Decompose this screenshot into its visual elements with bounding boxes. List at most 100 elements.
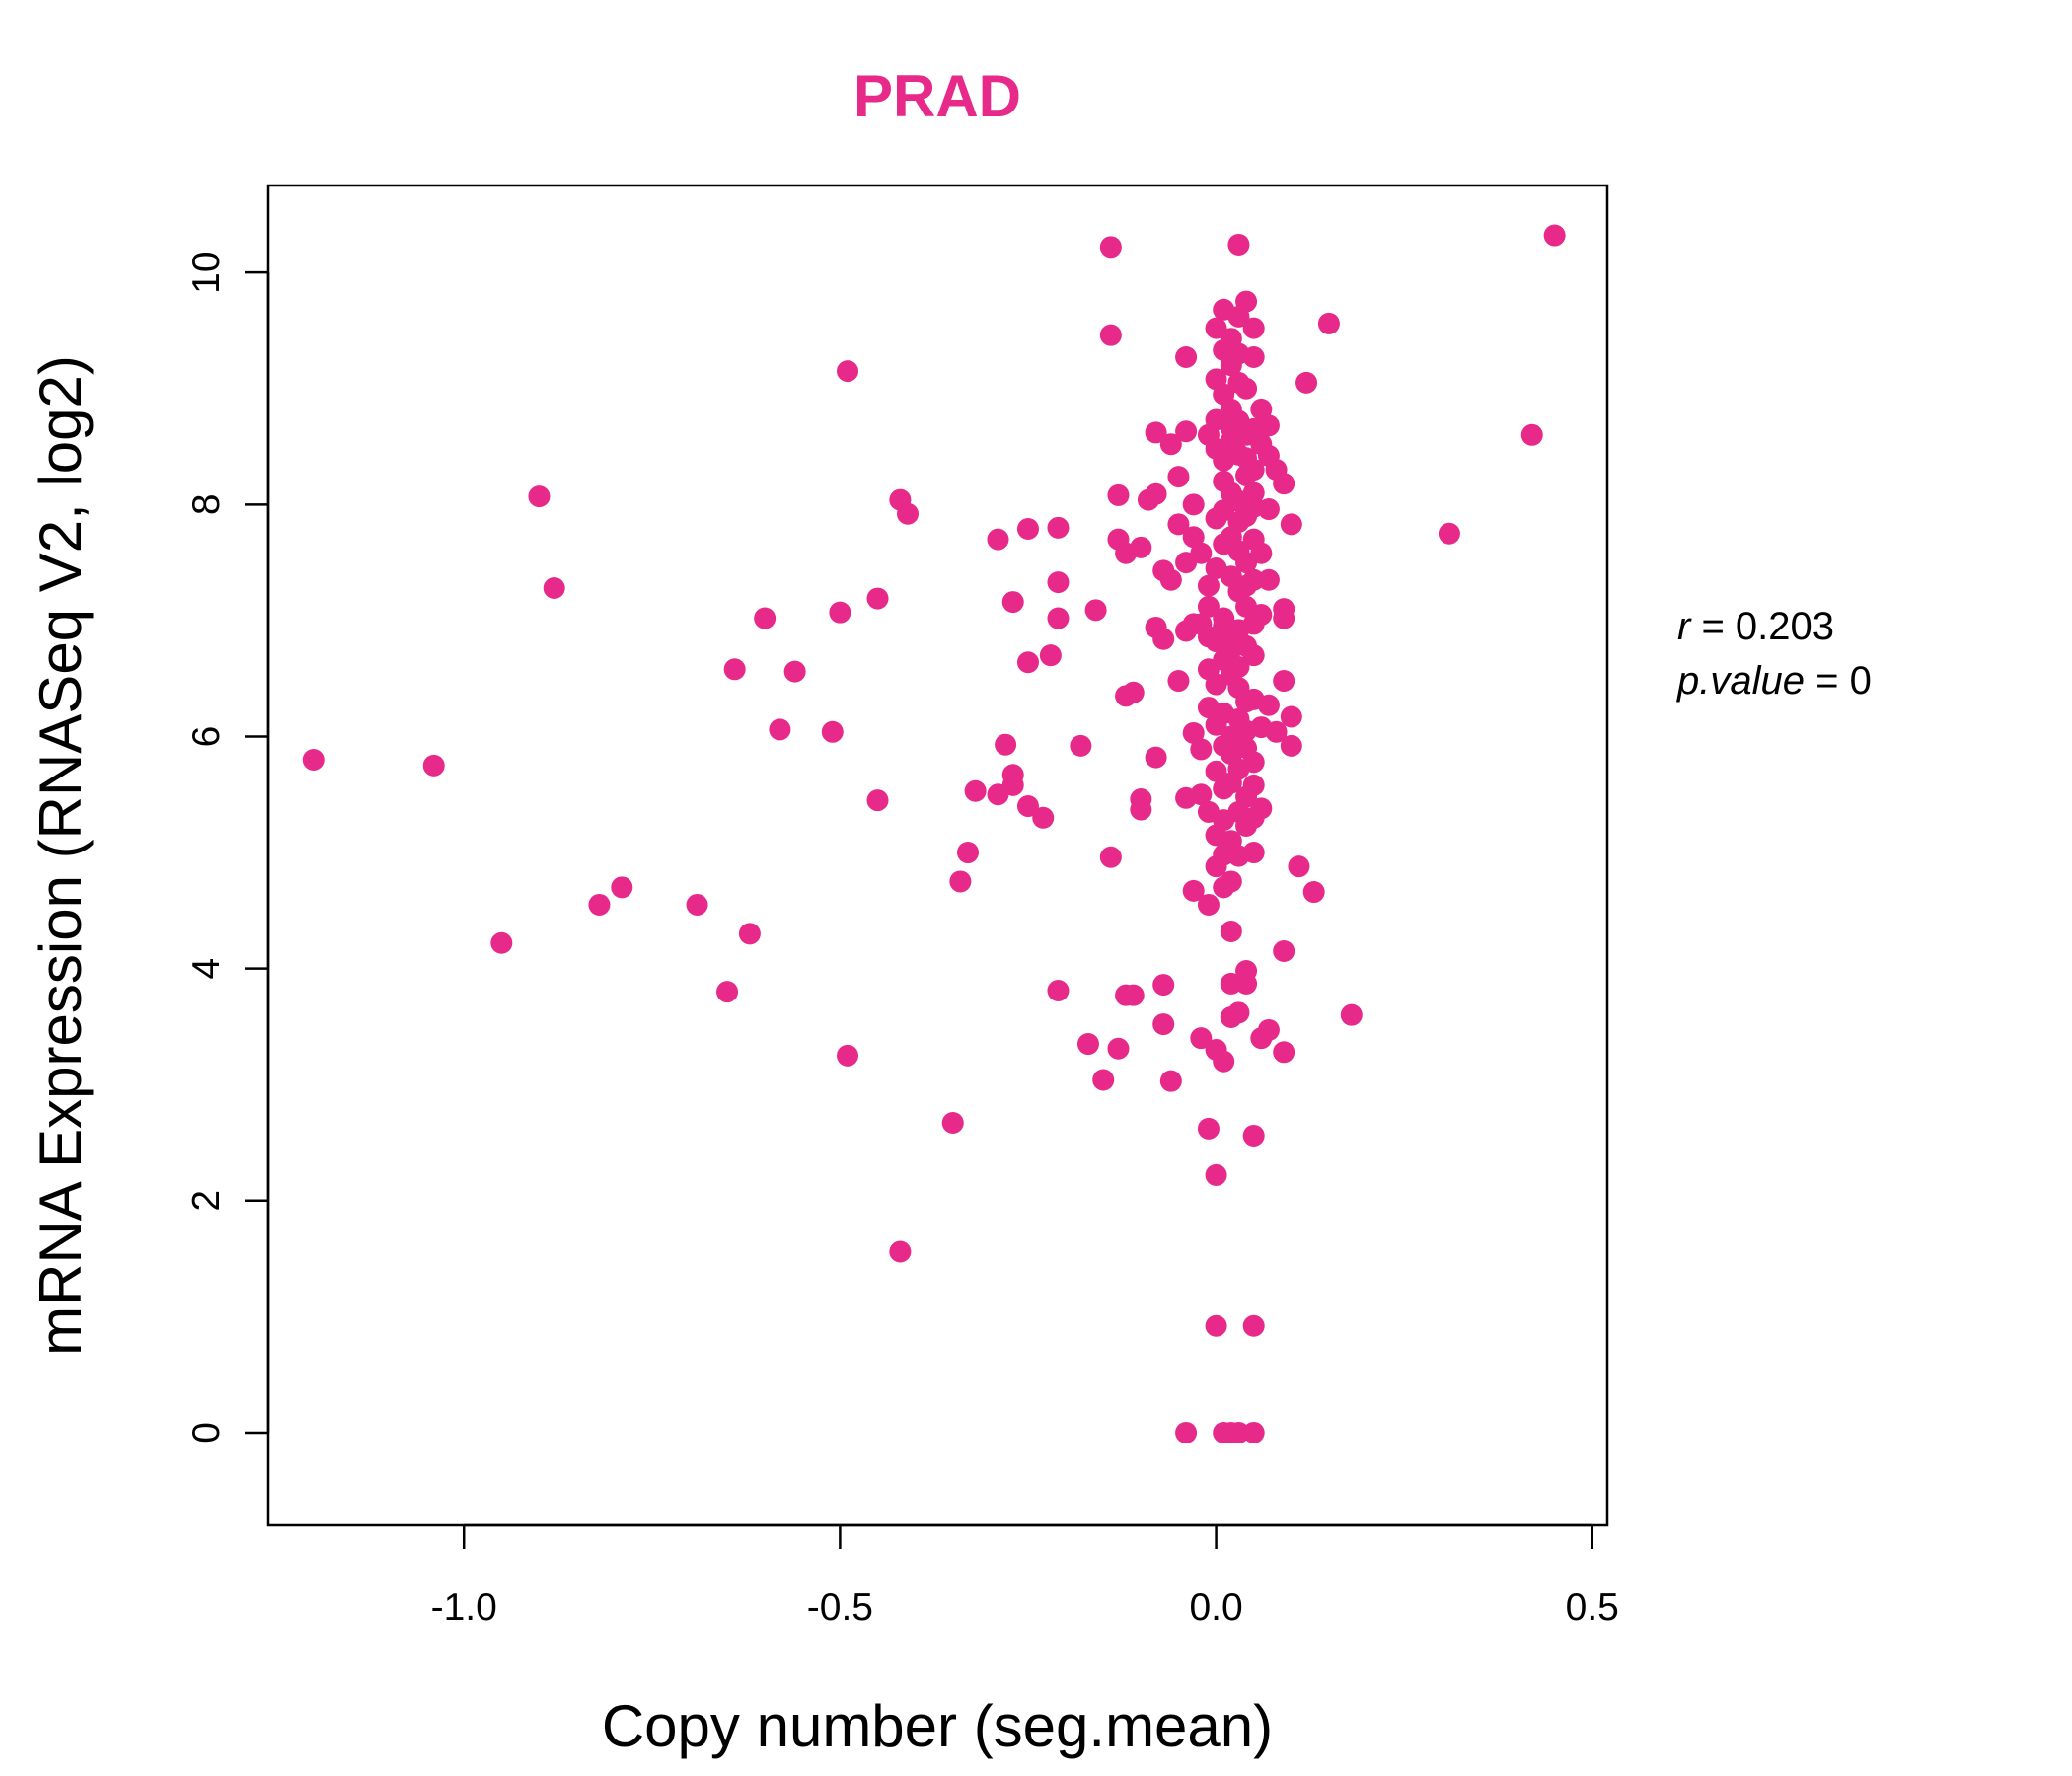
data-point <box>1152 1013 1175 1036</box>
data-point <box>995 733 1017 756</box>
correlation-annotation: r = 0.203 <box>1677 605 1834 648</box>
data-point <box>1175 1421 1198 1443</box>
data-point <box>949 870 972 893</box>
y-tick-label: 8 <box>185 493 228 515</box>
chart-title: PRAD <box>853 63 1021 129</box>
data-point <box>1167 513 1190 536</box>
data-point <box>1092 1069 1115 1091</box>
data-point <box>1257 414 1280 437</box>
data-point <box>1205 1163 1227 1186</box>
data-point <box>1032 806 1055 829</box>
data-point <box>1317 312 1340 334</box>
data-point <box>837 360 859 383</box>
data-point <box>1182 526 1205 549</box>
data-point <box>1182 721 1205 744</box>
data-point <box>1250 797 1273 820</box>
data-point <box>1175 346 1198 369</box>
data-point <box>611 876 633 899</box>
data-point <box>1145 482 1167 505</box>
data-point <box>1273 1041 1295 1064</box>
data-point <box>754 607 777 629</box>
data-point <box>1273 473 1295 495</box>
data-point <box>1122 681 1145 703</box>
data-point <box>1250 398 1273 420</box>
data-point <box>1197 1117 1220 1140</box>
data-point <box>1242 774 1265 796</box>
data-point <box>1016 795 1039 818</box>
data-point <box>1047 979 1070 1001</box>
data-point <box>1159 1070 1182 1092</box>
data-point <box>1235 972 1258 995</box>
data-point <box>1167 466 1190 488</box>
data-point <box>1084 599 1107 622</box>
p-value-annotation: p.value = 0 <box>1676 659 1872 703</box>
data-point <box>422 754 445 777</box>
data-point <box>1107 483 1130 506</box>
data-point <box>866 587 889 610</box>
data-point <box>1107 1037 1130 1060</box>
data-point <box>1543 224 1566 247</box>
data-point <box>543 576 565 599</box>
data-point <box>1167 670 1190 693</box>
data-point <box>1273 607 1295 629</box>
data-point <box>1273 940 1295 962</box>
data-point <box>1145 421 1167 444</box>
data-point <box>889 1240 912 1263</box>
data-point <box>1235 290 1258 313</box>
r-equals: = <box>1690 605 1736 648</box>
data-point <box>987 528 1009 551</box>
data-point <box>1288 855 1310 878</box>
data-point <box>1197 893 1220 916</box>
data-point <box>588 893 611 916</box>
data-point <box>1340 1003 1363 1026</box>
data-point <box>1227 233 1250 256</box>
r-value: 0.203 <box>1736 605 1834 648</box>
data-point <box>1242 1421 1265 1443</box>
data-point <box>1257 568 1280 591</box>
y-tick-label: 0 <box>185 1422 228 1443</box>
data-point <box>490 931 513 954</box>
data-point <box>1302 881 1325 904</box>
data-point <box>769 718 791 741</box>
data-point <box>528 485 551 508</box>
data-point <box>1182 493 1205 516</box>
data-point <box>1242 346 1265 369</box>
data-point <box>1197 574 1220 597</box>
data-point <box>1001 591 1024 614</box>
data-point <box>1242 1314 1265 1337</box>
data-point <box>964 779 987 802</box>
data-points <box>302 224 1566 1443</box>
data-point <box>1197 595 1220 618</box>
data-point <box>1152 974 1175 997</box>
data-point <box>723 658 746 681</box>
data-point <box>1242 644 1265 667</box>
x-tick-label: -1.0 <box>431 1587 497 1629</box>
data-point <box>866 789 889 812</box>
y-tick-label: 6 <box>185 726 228 748</box>
x-axis: -1.0 -0.5 0.0 0.5 <box>431 1523 1619 1629</box>
data-point <box>1242 568 1265 591</box>
data-point <box>1145 746 1167 769</box>
data-point <box>1190 1027 1213 1050</box>
data-point <box>1220 870 1242 893</box>
data-point <box>1438 522 1460 545</box>
x-tick-label: 0.0 <box>1189 1587 1242 1629</box>
data-point <box>1190 542 1213 564</box>
data-point <box>1130 798 1152 821</box>
data-point <box>1190 783 1213 806</box>
data-point <box>1280 513 1302 536</box>
data-point <box>1130 536 1152 558</box>
data-point <box>1213 1050 1235 1073</box>
data-point <box>1099 236 1122 259</box>
data-point <box>1242 317 1265 339</box>
data-point <box>1257 498 1280 521</box>
data-point <box>1520 423 1543 446</box>
data-point <box>1159 433 1182 456</box>
data-point <box>716 981 739 1003</box>
data-point <box>783 660 806 683</box>
data-point <box>1242 751 1265 774</box>
x-tick-label: 0.5 <box>1566 1587 1619 1629</box>
data-point <box>1016 651 1039 674</box>
p-value: 0 <box>1850 659 1872 703</box>
